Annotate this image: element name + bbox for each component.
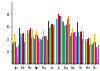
Bar: [48, 21, 49, 64]
Bar: [94, 34, 95, 64]
Bar: [42, 37, 43, 64]
Bar: [26, 24, 27, 64]
Bar: [89, 45, 90, 64]
Bar: [79, 36, 80, 64]
Bar: [39, 42, 40, 64]
Bar: [95, 42, 96, 64]
Bar: [93, 42, 94, 64]
Bar: [16, 47, 17, 64]
Bar: [72, 28, 73, 64]
Bar: [45, 36, 46, 64]
Bar: [38, 38, 39, 64]
Bar: [86, 42, 87, 64]
Bar: [90, 38, 91, 64]
Bar: [25, 33, 26, 64]
Bar: [31, 38, 32, 64]
Bar: [23, 33, 24, 64]
Bar: [60, 16, 61, 64]
Bar: [74, 32, 75, 64]
Bar: [67, 19, 68, 64]
Bar: [63, 22, 64, 64]
Bar: [56, 19, 57, 64]
Bar: [46, 36, 47, 64]
Bar: [64, 26, 65, 64]
Bar: [33, 37, 34, 64]
Bar: [53, 26, 54, 64]
Bar: [49, 28, 50, 64]
Bar: [96, 47, 97, 64]
Bar: [29, 30, 30, 64]
Bar: [66, 25, 67, 64]
Bar: [20, 34, 21, 64]
Bar: [81, 31, 82, 64]
Bar: [91, 45, 92, 64]
Bar: [88, 38, 89, 64]
Bar: [43, 30, 44, 64]
Bar: [68, 16, 69, 64]
Bar: [69, 24, 70, 64]
Bar: [77, 22, 78, 64]
Bar: [80, 32, 81, 64]
Bar: [58, 14, 59, 64]
Bar: [19, 28, 20, 64]
Bar: [61, 16, 62, 64]
Bar: [14, 34, 15, 64]
Bar: [40, 38, 41, 64]
Bar: [27, 38, 28, 64]
Bar: [65, 24, 66, 64]
Bar: [75, 36, 76, 64]
Bar: [35, 36, 36, 64]
Bar: [24, 42, 25, 64]
Bar: [98, 44, 99, 64]
Bar: [97, 59, 98, 64]
Bar: [34, 39, 35, 64]
Bar: [73, 33, 74, 64]
Bar: [21, 37, 22, 64]
Bar: [22, 34, 23, 64]
Bar: [59, 16, 60, 64]
Bar: [76, 37, 77, 64]
Bar: [57, 19, 58, 64]
Bar: [15, 42, 16, 64]
Bar: [28, 33, 29, 64]
Bar: [44, 36, 45, 64]
Bar: [83, 31, 84, 64]
Bar: [87, 39, 88, 64]
Bar: [82, 39, 83, 64]
Bar: [92, 44, 93, 64]
Bar: [47, 40, 48, 64]
Bar: [12, 44, 13, 64]
Bar: [84, 32, 85, 64]
Bar: [18, 45, 19, 64]
Bar: [55, 32, 56, 64]
Bar: [62, 21, 63, 64]
Bar: [17, 58, 18, 64]
Bar: [78, 32, 79, 64]
Bar: [37, 36, 38, 64]
Bar: [30, 28, 31, 64]
Bar: [70, 36, 71, 64]
Bar: [36, 31, 37, 64]
Bar: [52, 24, 53, 64]
Bar: [41, 27, 42, 64]
Bar: [50, 26, 51, 64]
Bar: [32, 29, 33, 64]
Bar: [51, 24, 52, 64]
Bar: [85, 47, 86, 64]
